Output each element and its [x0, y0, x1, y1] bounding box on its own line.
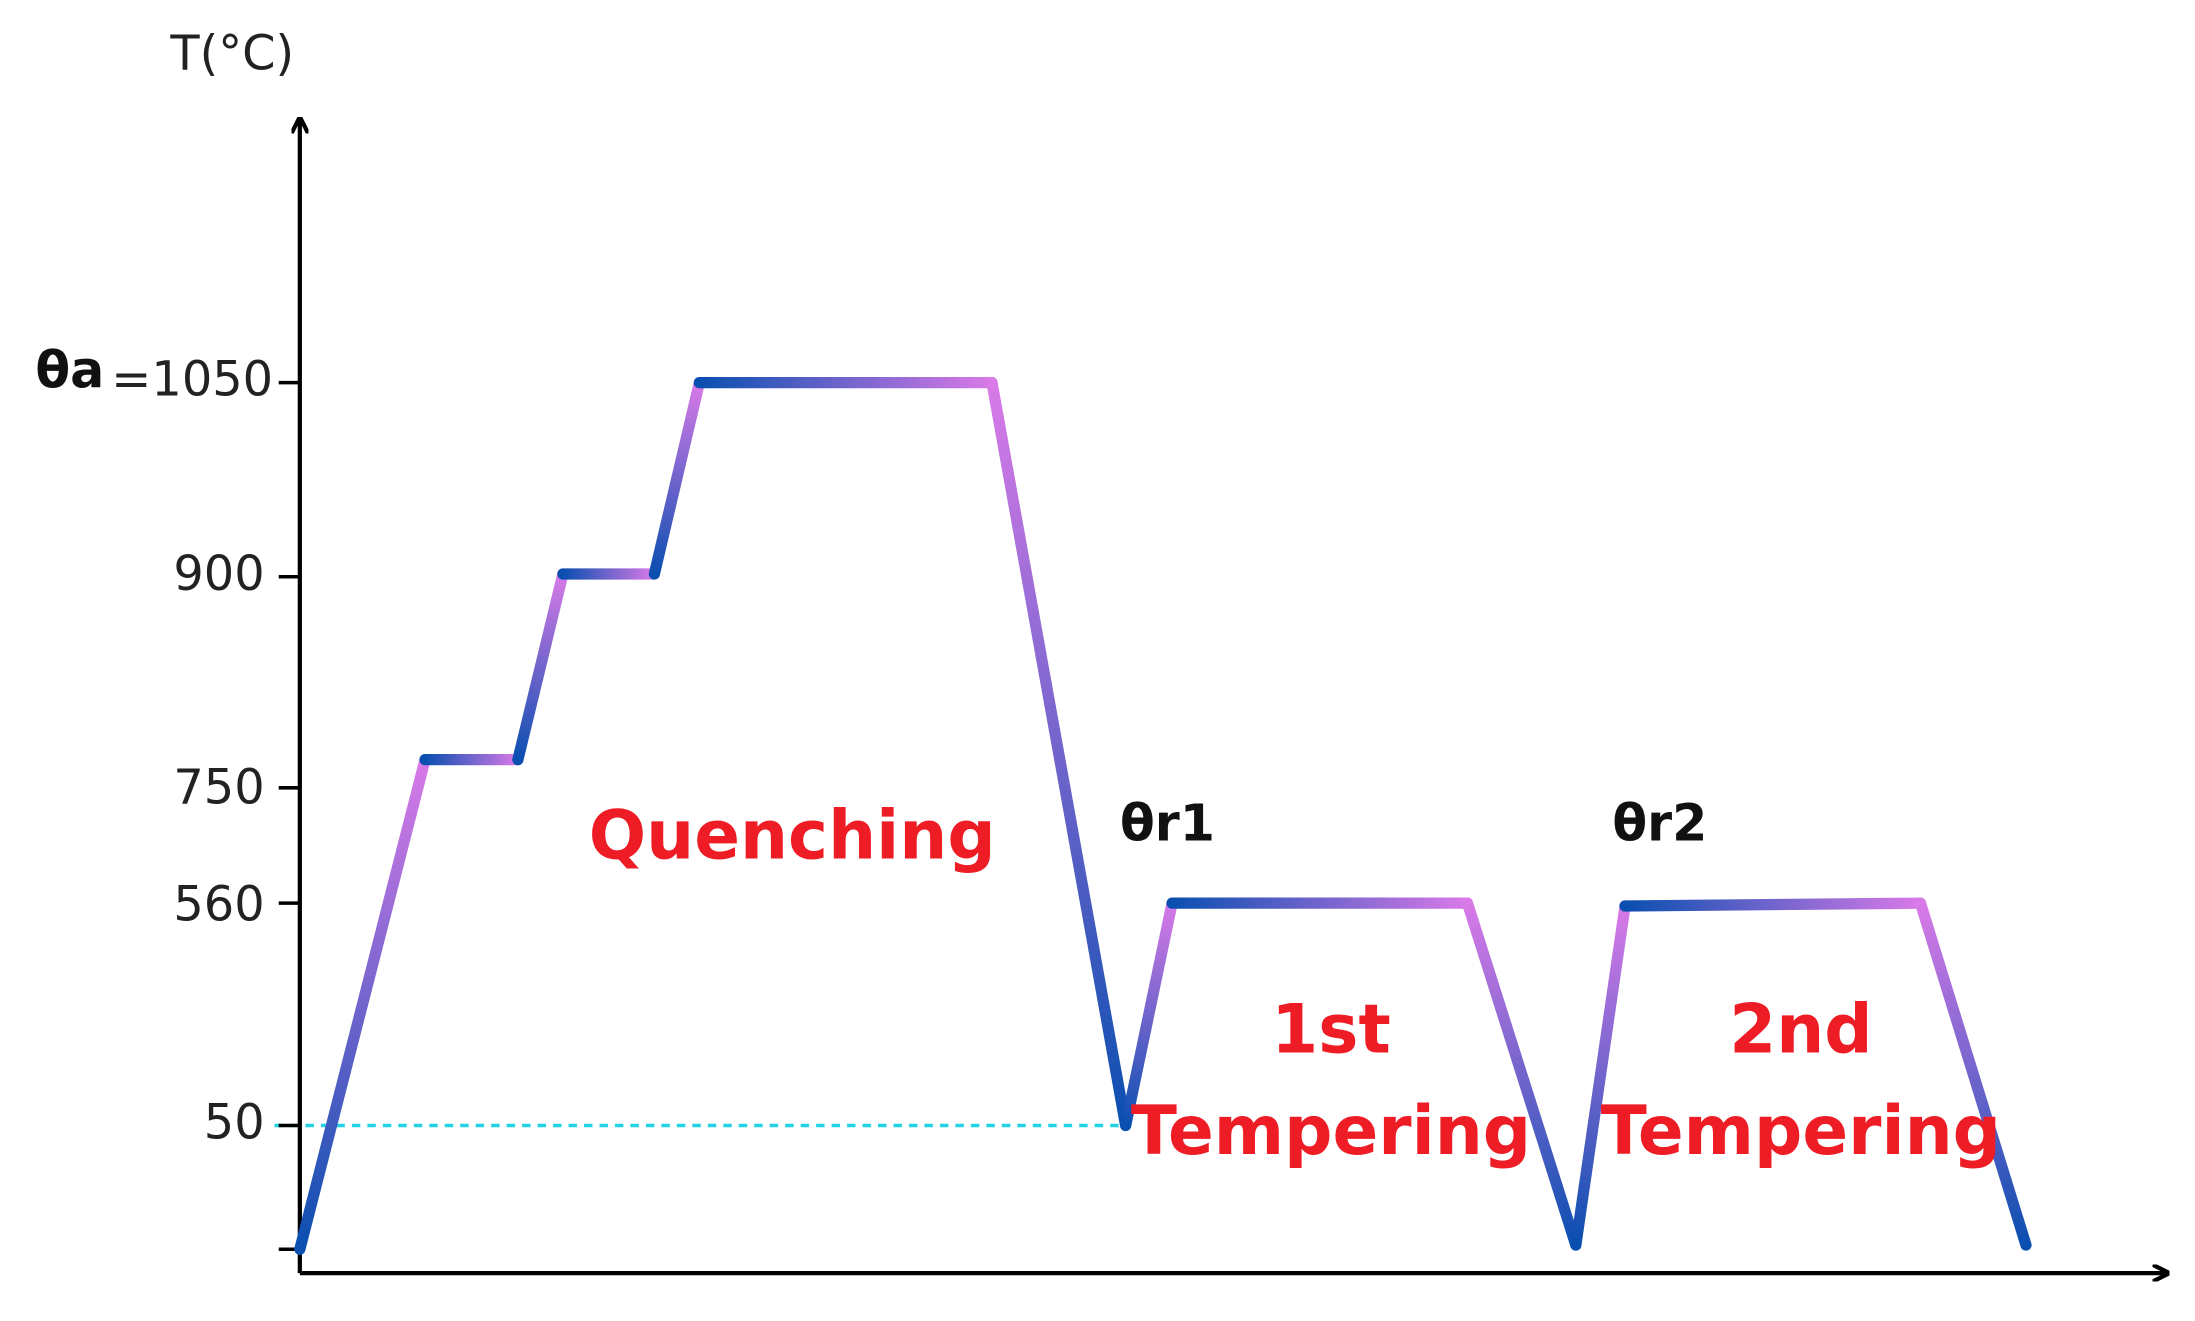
theta-r2: θr2	[1612, 794, 1707, 853]
quenching-label: Quenching	[589, 795, 996, 874]
profile-segment	[648, 377, 705, 580]
tempering-label: Tempering	[1131, 1091, 1531, 1170]
tick-label: 900	[173, 547, 264, 602]
tick-label: =1050	[111, 353, 273, 408]
temperature-profile	[294, 377, 2032, 1255]
profile-segment	[1570, 900, 1631, 1251]
profile-segment	[512, 568, 569, 766]
profile-segment	[294, 754, 431, 1255]
tick-label: 560	[173, 877, 264, 932]
tick-label: 750	[173, 761, 264, 816]
tempering-label: Tempering	[1601, 1091, 2001, 1170]
tempering-label: 2nd	[1729, 990, 1872, 1069]
tick-label: 50	[204, 1095, 265, 1150]
axis-label: T(°C)	[169, 26, 294, 81]
profile-segment	[1461, 897, 1582, 1251]
profile-segment	[1619, 897, 1927, 912]
profile-segment	[1914, 897, 2032, 1251]
theta-a: θa	[35, 341, 104, 400]
profile-segment	[1120, 897, 1178, 1132]
theta-r1: θr1	[1120, 794, 1215, 853]
tick-marks	[278, 380, 300, 1252]
profile-segment	[986, 377, 1132, 1132]
tempering-label: 1st	[1271, 990, 1390, 1069]
